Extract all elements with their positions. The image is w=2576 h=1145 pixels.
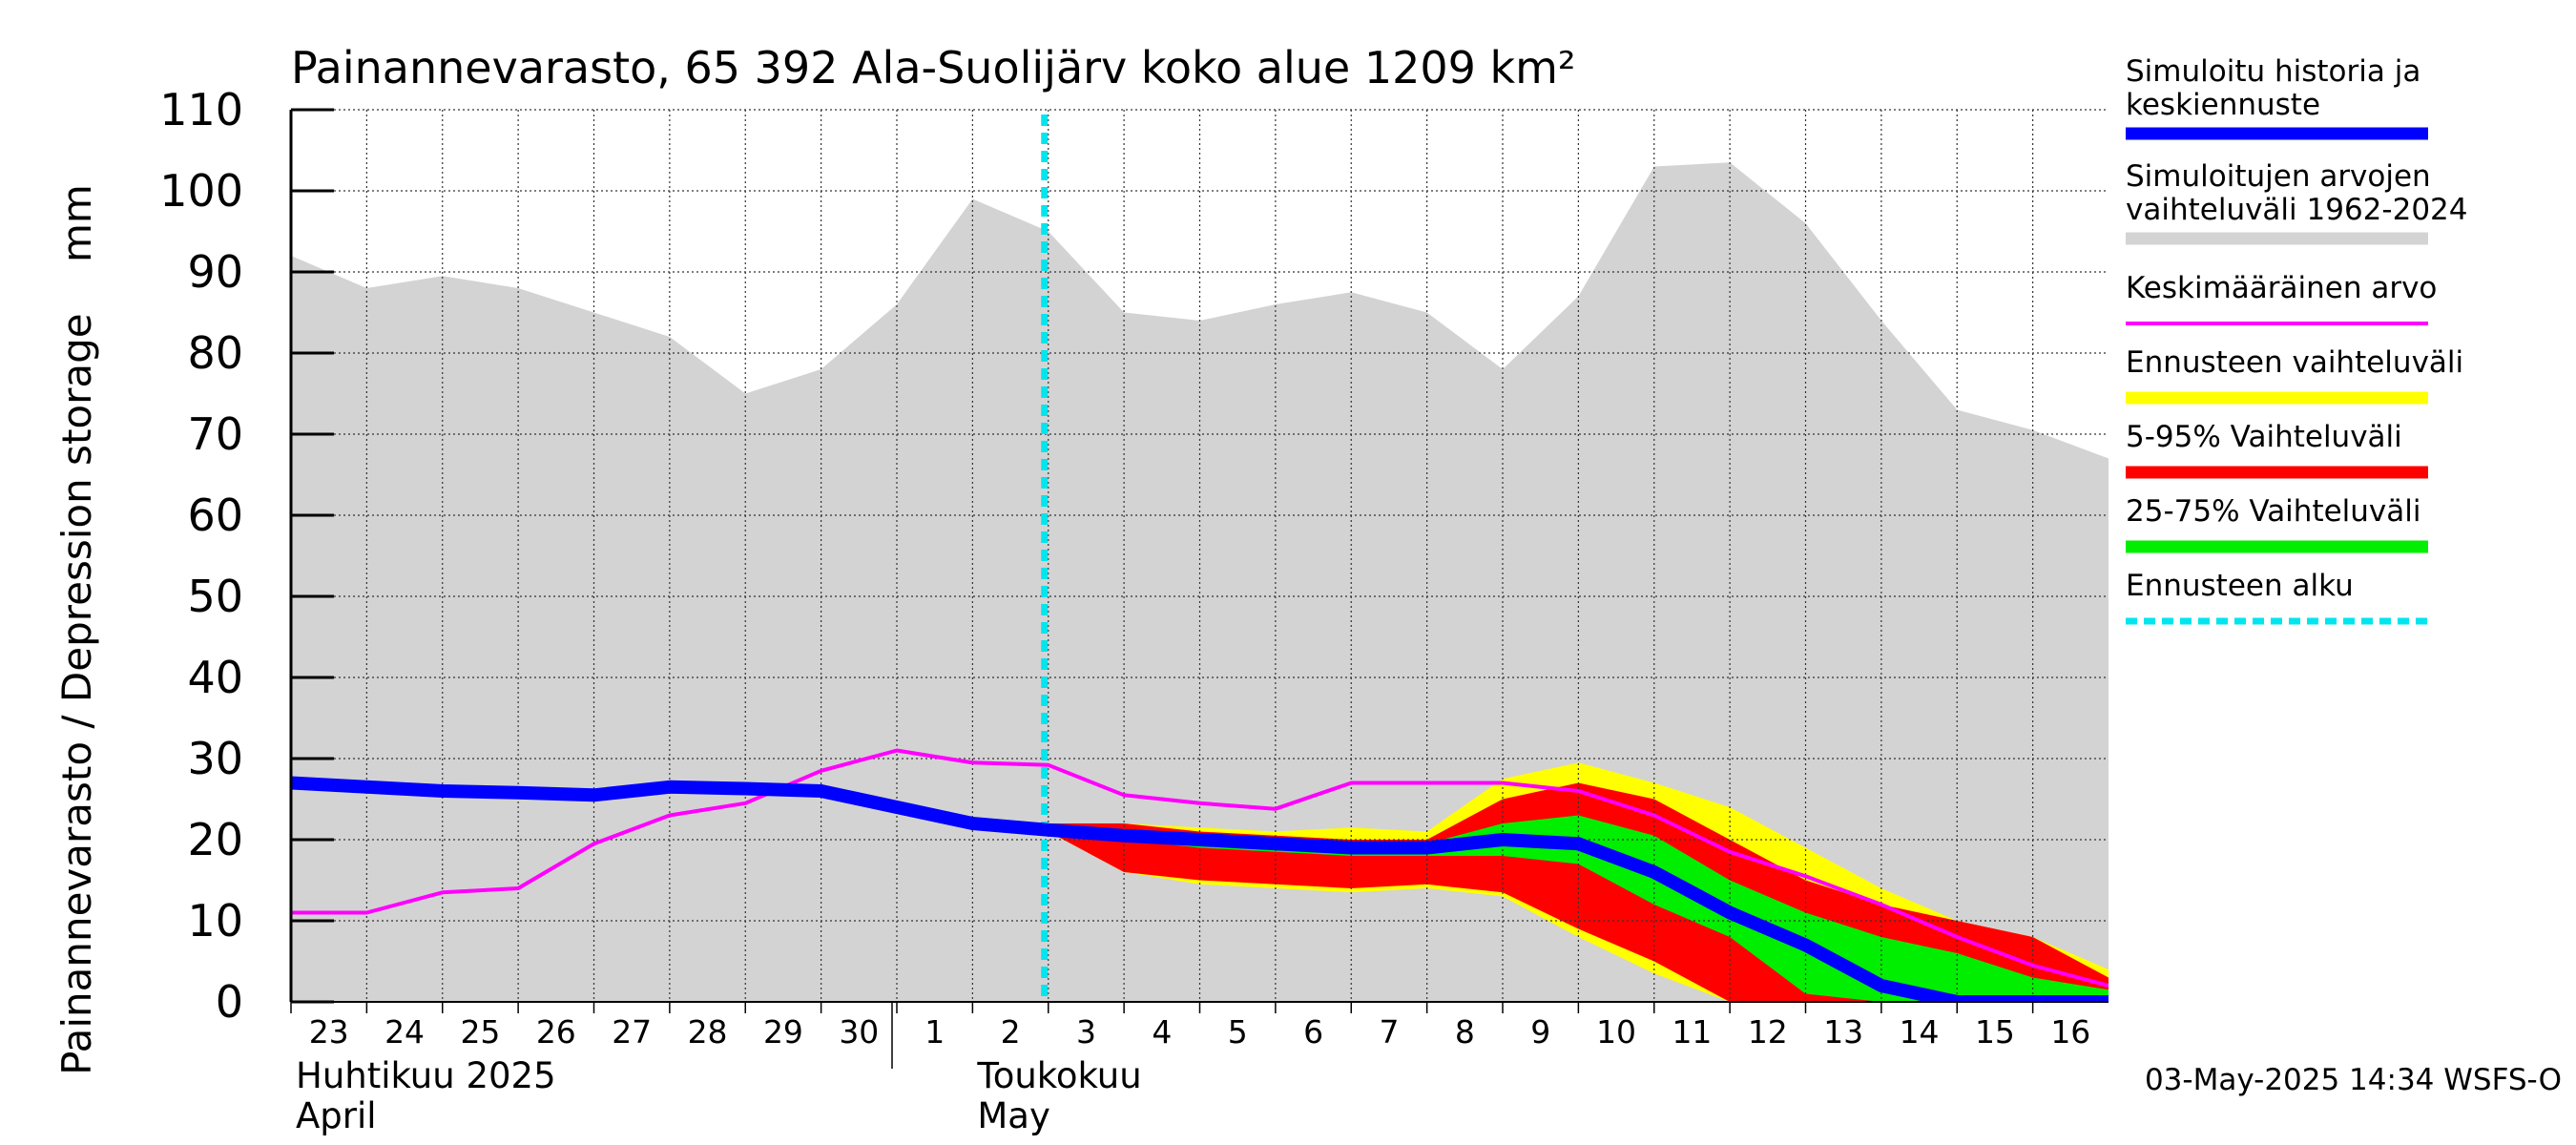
legend: Simuloitu historia jakeskiennusteSimuloi…	[2126, 54, 2467, 625]
y-axis-label: Painannevarasto / Depression storage mm	[53, 184, 100, 1075]
x-tick-label: 3	[1076, 1013, 1096, 1051]
band-25-75	[1048, 815, 2109, 1002]
mean-line	[291, 748, 2109, 988]
legend-label: Keskimääräinen arvo	[2126, 271, 2437, 305]
x-tick-label: 26	[536, 1013, 576, 1051]
x-tick-label: 7	[1379, 1013, 1399, 1051]
y-tick-label: 0	[216, 976, 243, 1028]
x-tick-label: 12	[1748, 1013, 1788, 1051]
x-tick-label: 28	[688, 1013, 728, 1051]
x-tick-label: 2	[1001, 1013, 1021, 1051]
x-tick-label: 13	[1823, 1013, 1863, 1051]
x-tick-label: 6	[1303, 1013, 1323, 1051]
plot-area	[291, 109, 2109, 1002]
legend-label-line2: keskiennuste	[2126, 88, 2320, 122]
x-tick-label: 30	[839, 1013, 879, 1051]
x-tick-label: 14	[1900, 1013, 1940, 1051]
legend-item: Keskimääräinen arvo	[2126, 271, 2437, 325]
y-tick-label: 80	[187, 327, 243, 379]
x-tick-label: 5	[1228, 1013, 1248, 1051]
x-tick-label: 27	[612, 1013, 652, 1051]
legend-label: Simuloitu historia ja	[2126, 54, 2420, 89]
x-tick-label: 11	[1672, 1013, 1712, 1051]
x-tick-label: 1	[924, 1013, 945, 1051]
timestamp: 03-May-2025 14:34 WSFS-O	[2145, 1063, 2562, 1097]
median-line	[291, 776, 2109, 1002]
x-tick-label: 24	[384, 1013, 425, 1051]
legend-label: Ennusteen vaihteluväli	[2126, 345, 2463, 380]
y-tick-label: 20	[187, 814, 243, 865]
y-tick-label: 110	[159, 84, 243, 135]
x-tick-label: 29	[763, 1013, 803, 1051]
x-tick-label: 8	[1455, 1013, 1475, 1051]
legend-item: Ennusteen vaihteluväli	[2126, 345, 2463, 405]
month-label-line2: May	[977, 1095, 1050, 1136]
legend-label: Ennusteen alku	[2126, 569, 2354, 603]
y-tick-label: 30	[187, 733, 243, 784]
plot-layer	[291, 109, 2109, 1002]
y-tick-label: 40	[187, 652, 243, 703]
legend-item: Ennusteen alku	[2126, 569, 2428, 625]
legend-item: 25-75% Vaihteluväli	[2126, 494, 2428, 553]
legend-label: 5-95% Vaihteluväli	[2126, 420, 2402, 454]
x-tick-label: 23	[309, 1013, 349, 1051]
x-tick-label: 15	[1975, 1013, 2015, 1051]
legend-label: 25-75% Vaihteluväli	[2126, 494, 2421, 529]
legend-label: Simuloitujen arvojen	[2126, 159, 2431, 194]
x-tick-label: 9	[1530, 1013, 1550, 1051]
y-tick-label: 70	[187, 408, 243, 460]
y-tick-label: 60	[187, 489, 243, 541]
month-label-line2: April	[296, 1095, 377, 1136]
month-label-line1: Huhtikuu 2025	[296, 1055, 556, 1096]
y-tick-label: 90	[187, 246, 243, 298]
x-tick-label: 10	[1596, 1013, 1636, 1051]
y-tick-label: 50	[187, 571, 243, 622]
y-tick-label: 10	[187, 895, 243, 947]
legend-label-line2: vaihteluväli 1962-2024	[2126, 193, 2467, 227]
month-label-line1: Toukokuu	[976, 1055, 1141, 1096]
x-tick-label: 25	[460, 1013, 500, 1051]
legend-item: 5-95% Vaihteluväli	[2126, 420, 2428, 479]
x-tick-label: 16	[2050, 1013, 2090, 1051]
x-tick-label: 4	[1152, 1013, 1172, 1051]
y-tick-label: 100	[159, 165, 243, 217]
chart-title: Painannevarasto, 65 392 Ala-Suolijärv ko…	[291, 42, 1575, 94]
